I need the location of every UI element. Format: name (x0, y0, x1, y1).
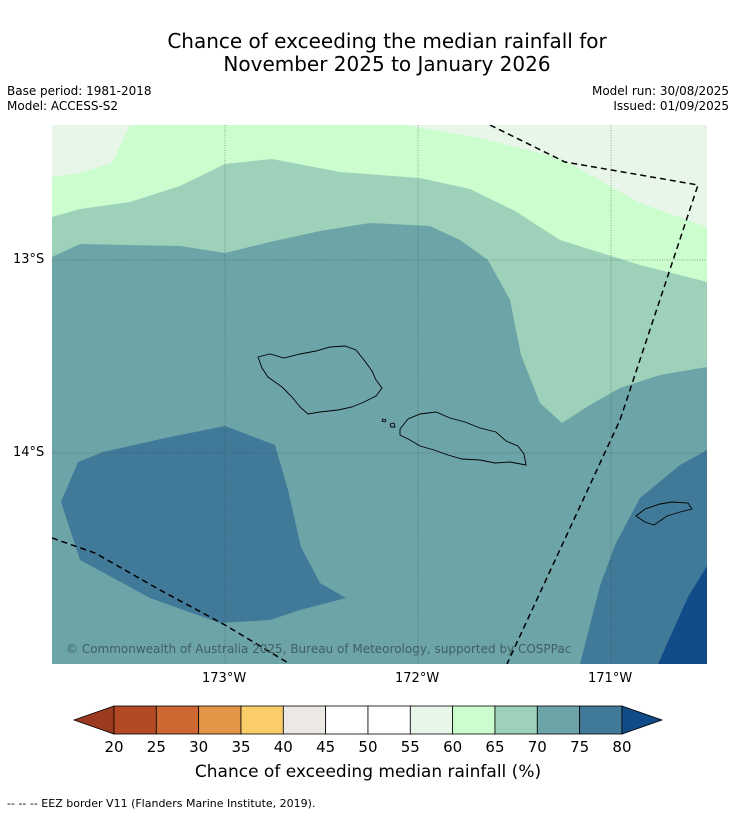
contour-55-60-ne (405, 125, 707, 227)
issued-date: Issued: 01/09/2025 (613, 99, 729, 113)
colorbar-tick-label: 55 (400, 738, 420, 756)
colorbar-segment (325, 705, 369, 735)
base-period: Base period: 1981-2018 (7, 84, 152, 98)
apolima-island (381, 418, 387, 423)
upolu-island (399, 411, 527, 466)
colorbar-tick-label: 70 (527, 738, 547, 756)
colorbar-segment (409, 705, 454, 735)
contour-55-60 (52, 125, 130, 177)
colorbar-tick-label: 50 (358, 738, 378, 756)
chart-title: Chance of exceeding the median rainfall … (0, 30, 736, 76)
colorbar-extend-low (72, 705, 115, 735)
colorbar-segment (240, 705, 284, 735)
lat-label-14s: 14°S (13, 445, 45, 460)
tutuila-island (635, 501, 693, 526)
contour-gt-80 (658, 566, 707, 664)
colorbar-tick-label: 45 (316, 738, 336, 756)
colorbar-tick-label: 65 (485, 738, 505, 756)
eez-border-south-west (52, 537, 291, 664)
colorbar-tick-label: 60 (443, 738, 463, 756)
lon-label-172w: 172°W (395, 671, 440, 686)
colorbar-tick-label: 30 (189, 738, 209, 756)
model-name: Model: ACCESS-S2 (7, 99, 119, 113)
colorbar-segment (452, 705, 496, 735)
colorbar-tick-label: 75 (570, 738, 590, 756)
title-line-2: November 2025 to January 2026 (223, 52, 551, 76)
manono-island (389, 422, 396, 428)
colorbar-segment (536, 705, 581, 735)
colorbar-tick-label: 20 (104, 738, 124, 756)
colorbar-segment (367, 705, 411, 735)
model-run: Model run: 30/08/2025 (591, 84, 729, 98)
colorbar-segment (113, 705, 157, 735)
eez-border-north-east (489, 125, 699, 664)
colorbar-segment (198, 705, 242, 735)
contour-60-65 (52, 125, 707, 282)
savaii-island (257, 345, 383, 415)
colorbar-segment (155, 705, 200, 735)
contour-75-80-sw (61, 426, 346, 623)
colorbar-tick-label: 40 (273, 738, 293, 756)
colorbar-segment (579, 705, 623, 735)
lon-label-173w: 173°W (202, 671, 247, 686)
colorbar-extend-high (621, 705, 664, 735)
lon-label-171w: 171°W (588, 671, 633, 686)
model-info: Base period: 1981-2018 Model: ACCESS-S2 (7, 84, 152, 114)
contour-75-80-se (580, 450, 707, 664)
colorbar-segment (282, 705, 327, 735)
colorbar-tick-label: 35 (231, 738, 251, 756)
colorbar-tick-label: 25 (146, 738, 166, 756)
colorbar-segment (494, 705, 538, 735)
colorbar-tick-label: 80 (612, 738, 632, 756)
colorbar (72, 705, 664, 735)
colorbar-title: Chance of exceeding median rainfall (%) (194, 762, 542, 782)
eez-legend-note: -- -- -- EEZ border V11 (Flanders Marine… (7, 797, 316, 810)
lat-label-13s: 13°S (13, 252, 45, 267)
title-line-1: Chance of exceeding the median rainfall … (167, 29, 607, 53)
run-info: Model run: 30/08/2025 Issued: 01/09/2025 (592, 84, 729, 114)
copyright-credit: © Commonwealth of Australia 2025, Bureau… (66, 642, 572, 656)
